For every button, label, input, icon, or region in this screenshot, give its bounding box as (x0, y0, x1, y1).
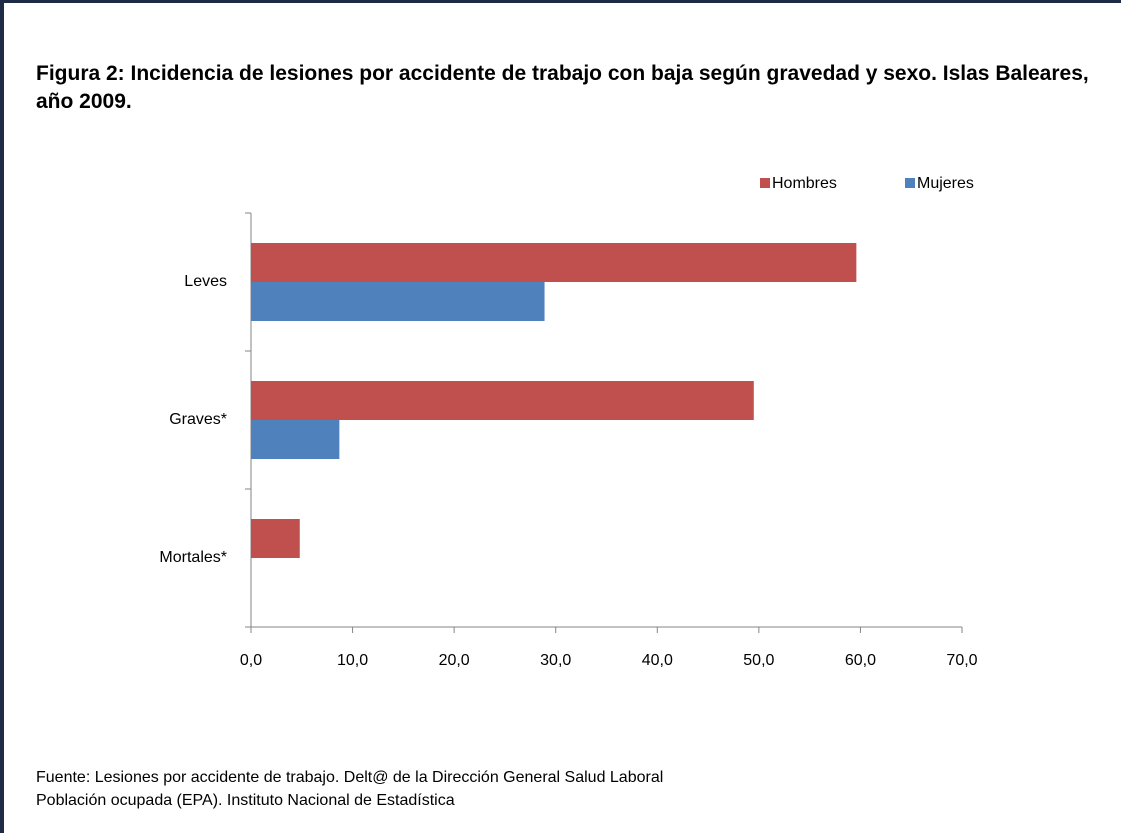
bar (251, 519, 300, 558)
bar (251, 243, 857, 282)
legend-swatch (760, 178, 770, 188)
legend-label: Hombres (772, 175, 837, 192)
x-tick-label: 50,0 (743, 652, 774, 669)
y-tick-label: Mortales* (159, 549, 227, 566)
bar (251, 282, 545, 321)
x-tick-label: 0,0 (240, 652, 262, 669)
x-tick-label: 10,0 (337, 652, 368, 669)
source-line: Población ocupada (EPA). Instituto Nacio… (36, 792, 455, 809)
x-tick-label: 20,0 (439, 652, 470, 669)
x-tick-label: 60,0 (845, 652, 876, 669)
x-tick-label: 40,0 (642, 652, 673, 669)
x-tick-label: 70,0 (946, 652, 977, 669)
legend-label: Mujeres (917, 175, 974, 192)
legend-swatch (905, 178, 915, 188)
bar (251, 420, 340, 459)
source: Fuente: Lesiones por accidente de trabaj… (36, 766, 663, 812)
chart-title: Figura 2: Incidencia de lesiones por acc… (36, 62, 1089, 113)
source-line: Fuente: Lesiones por accidente de trabaj… (36, 769, 664, 786)
bar (251, 381, 754, 420)
x-tick-label: 30,0 (540, 652, 571, 669)
y-tick-label: Leves (184, 273, 227, 290)
y-tick-label: Graves* (169, 411, 227, 428)
